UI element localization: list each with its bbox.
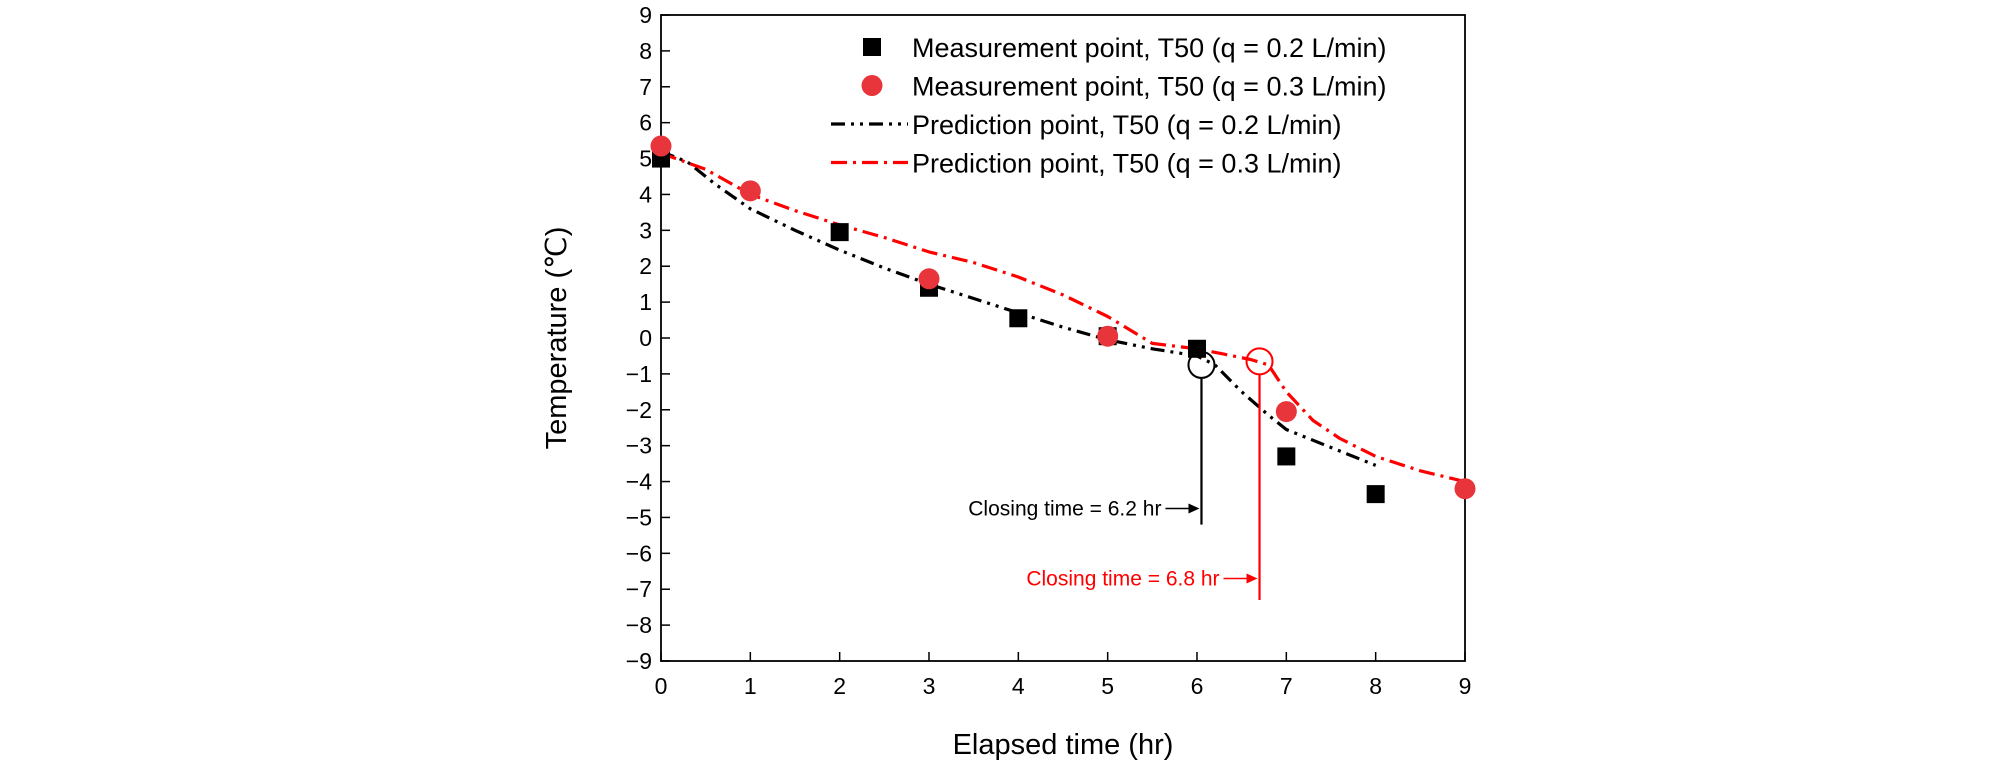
y-tick-label: −4 (626, 469, 652, 495)
measurement-point (1366, 485, 1385, 504)
x-tick-label: 8 (1369, 673, 1382, 699)
y-tick-label: 5 (639, 146, 652, 172)
measurement-point (739, 180, 761, 202)
x-axis-label: Elapsed time (hr) (953, 729, 1174, 761)
x-tick-label: 1 (744, 673, 757, 699)
y-tick-label: 2 (639, 253, 652, 279)
y-tick-label: 0 (639, 325, 652, 351)
measurement-point (1277, 447, 1296, 466)
x-tick-label: 3 (923, 673, 936, 699)
y-tick-label: −5 (626, 504, 652, 530)
legend: Measurement point, T50 (q = 0.2 L/min) Me… (831, 33, 1387, 179)
legend-symbol (863, 38, 881, 56)
y-tick-label: −7 (626, 576, 652, 602)
y-tick-label: 9 (639, 2, 652, 28)
legend-label: Measurement point, T50 (q = 0.3 L/min) (912, 72, 1387, 102)
prediction-line (660, 151, 1466, 484)
y-tick-label: 6 (639, 110, 652, 136)
x-tick-label: 7 (1280, 673, 1293, 699)
prediction-line (660, 149, 1377, 467)
measurement-point (1188, 339, 1206, 358)
annotation-layer: Closing time = 6.2 hr Closing time = 6.8 … (968, 347, 1274, 600)
closing-time-arrowhead (1246, 573, 1258, 584)
y-tick-label: 7 (639, 74, 652, 100)
closing-time-label: Closing time = 6.2 hr (968, 497, 1161, 520)
y-tick-label: −2 (626, 397, 652, 423)
legend-label: Measurement point, T50 (q = 0.2 L/min) (912, 33, 1387, 63)
measurement-point (1454, 478, 1476, 500)
y-tick-label: −6 (626, 540, 652, 566)
y-tick-label: −8 (626, 612, 652, 638)
measurement-point (1097, 325, 1119, 347)
measurement-point (1009, 309, 1028, 328)
y-tick-label: 1 (639, 289, 652, 315)
closing-time-arrowhead (1188, 503, 1200, 514)
y-tick-label: −1 (626, 361, 652, 387)
measurement-point (918, 268, 940, 290)
legend-label: Prediction point, T50 (q = 0.3 L/min) (912, 149, 1341, 179)
y-tick-label: −9 (626, 648, 652, 674)
axis-ticks: 0 1 2 3 4 5 6 7 8 9 −9 −8 −7 −6 −5 −4 −3 −2 −1 0 1 2 3 4 5 6 7 8 9 (626, 2, 1472, 699)
measurement-point (1275, 401, 1297, 423)
y-tick-label: 8 (639, 38, 652, 64)
legend-symbol (861, 75, 883, 96)
closing-time-label: Closing time = 6.8 hr (1026, 567, 1219, 590)
y-tick-label: −3 (626, 433, 652, 459)
y-axis-label: Temperature (℃) (541, 227, 573, 450)
measurement-point (650, 135, 672, 157)
x-tick-label: 6 (1191, 673, 1204, 699)
measurement-point (830, 223, 849, 242)
legend-label: Prediction point, T50 (q = 0.2 L/min) (912, 110, 1341, 140)
x-tick-label: 0 (655, 673, 668, 699)
x-tick-label: 9 (1459, 673, 1472, 699)
y-tick-label: 4 (639, 181, 652, 207)
series-layer (650, 135, 1476, 504)
x-tick-label: 2 (833, 673, 846, 699)
closing-time-marker (1245, 347, 1274, 376)
y-tick-label: 3 (639, 217, 652, 243)
x-tick-label: 5 (1101, 673, 1114, 699)
x-tick-label: 4 (1012, 673, 1025, 699)
